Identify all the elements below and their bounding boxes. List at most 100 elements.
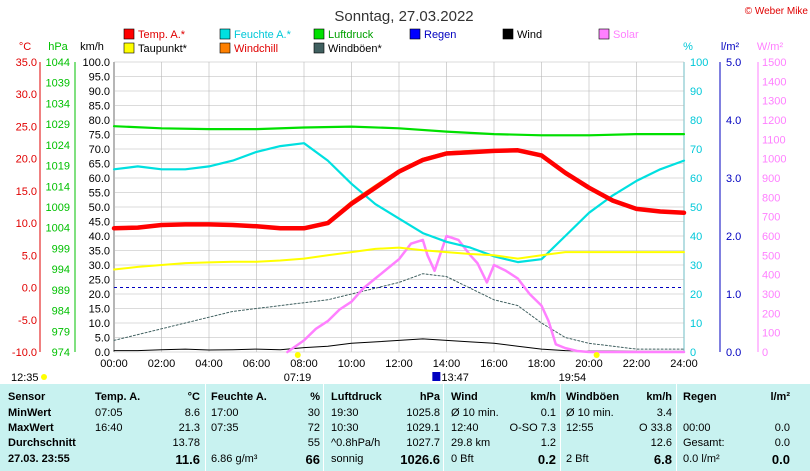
table-cell-value: O 33.8 [638, 422, 672, 434]
now-dot [41, 374, 47, 380]
table-cell-value: 66 [305, 452, 320, 467]
tick-pct: 10 [690, 318, 702, 330]
row-label: MaxWert [8, 422, 54, 434]
tick-pct: 20 [690, 289, 702, 301]
table-cell-value: 21.3 [178, 422, 200, 434]
table-header-5: Windböen [566, 391, 620, 403]
series-line-solar [286, 234, 686, 354]
tick-temp: -10.0 [12, 347, 37, 359]
tick-wm2: 900 [762, 173, 780, 185]
table-cell-label: 29.8 km [451, 437, 491, 449]
table-header-0: Sensor [8, 391, 46, 403]
stats-table: Sensor Temp. A. °C Feuchte A.% Luftdruck hPa W… [0, 384, 810, 471]
tick-lm2: 3.0 [726, 173, 741, 185]
sunrise-dot [294, 352, 301, 358]
chart-title: Sonntag, 27.03.2022 [334, 8, 473, 25]
table-cell-label: 16:40 [95, 422, 123, 434]
tick-temp: 0.0 [22, 283, 37, 295]
legend-swatch [123, 28, 135, 40]
tick-lm2: 4.0 [726, 115, 741, 127]
table-cell-label: 07:05 [95, 407, 123, 419]
row-label: 27.03. 23:55 [8, 453, 70, 465]
tick-hpa: 1019 [46, 161, 70, 173]
tick-wm2: 1000 [762, 154, 786, 166]
table-cell-label: 12:55 [566, 422, 594, 434]
x-tick-label: 02:00 [148, 358, 176, 370]
tick-pct: 50 [690, 202, 702, 214]
tick-wm2: 1200 [762, 115, 786, 127]
tick-temp: 5.0 [22, 250, 37, 262]
table-cell-label: ^0.8hPa/h [331, 437, 381, 449]
table-cell-value: O-SO 7.3 [509, 422, 556, 434]
series-line-feuchte-a [112, 142, 686, 264]
table-cell-value: 1025.8 [406, 407, 440, 419]
tick-hpa: 979 [52, 326, 70, 338]
series-layer [111, 125, 687, 354]
series-line-temp-a [111, 148, 687, 231]
table-cell-label: sonnig [331, 453, 364, 465]
noon-marker [432, 372, 441, 381]
tick-lm2: 2.0 [726, 231, 741, 243]
x-tick-label: 20:00 [575, 358, 603, 370]
tick-wm2: 1500 [762, 57, 786, 69]
table-cell-label: Gesamt: [683, 437, 725, 449]
tick-kmh: 60.0 [89, 173, 110, 185]
table-cell-value: 8.6 [184, 407, 200, 419]
table-cell-label: 12:40 [451, 422, 479, 434]
tick-pct: 90 [690, 86, 702, 98]
series-line-luftdruck [112, 125, 686, 137]
tick-hpa: 1044 [46, 57, 70, 69]
tick-kmh: 90.0 [89, 86, 110, 98]
tick-wm2: 400 [762, 270, 780, 282]
tick-kmh: 35.0 [89, 246, 110, 258]
table-cell-value: 72 [307, 422, 320, 434]
x-tick-label: 18:00 [528, 358, 556, 370]
table-cell-value: 12.6 [650, 437, 672, 449]
tick-hpa: 994 [52, 264, 70, 276]
table-header-unit-1: °C [187, 391, 200, 403]
x-tick-label: 04:00 [195, 358, 223, 370]
tick-kmh: 55.0 [89, 188, 110, 200]
tick-pct: 60 [690, 173, 702, 185]
table-header-unit-5: km/h [646, 391, 672, 403]
table-header-unit-2: % [310, 391, 320, 403]
tick-temp: 10.0 [16, 218, 37, 230]
legend-swatch [219, 42, 231, 54]
table-divider [676, 384, 677, 471]
tick-hpa: 1039 [46, 78, 70, 90]
tick-hpa: 1029 [46, 119, 70, 131]
tick-wm2: 600 [762, 231, 780, 243]
table-cell-value: 0.1 [540, 407, 556, 419]
tick-hpa: 1004 [46, 223, 70, 235]
x-tick-label: 22:00 [623, 358, 651, 370]
tick-lm2: 5.0 [726, 57, 741, 69]
table-cell-label: 07:35 [211, 422, 239, 434]
axis-unit-temp: °C [19, 41, 31, 53]
table-cell-value: 3.4 [656, 407, 672, 419]
table-divider [323, 384, 324, 471]
tick-kmh: 15.0 [89, 304, 110, 316]
tick-wm2: 200 [762, 308, 780, 320]
sunset-label: 19:54 [559, 372, 587, 384]
table-header-3: Luftdruck [331, 391, 382, 403]
tick-kmh: 75.0 [89, 130, 110, 142]
x-tick-label: 14:00 [433, 358, 461, 370]
table-cell-value: 11.6 [175, 452, 200, 467]
tick-kmh: 65.0 [89, 159, 110, 171]
table-divider [560, 384, 561, 471]
tick-kmh: 70.0 [89, 144, 110, 156]
table-cell-label: 00:00 [683, 422, 711, 434]
table-header-6: Regen [683, 391, 717, 403]
tick-pct: 40 [690, 231, 702, 243]
tick-lm2: 0.0 [726, 347, 741, 359]
table-header-4: Wind [451, 391, 478, 403]
table-header-unit-3: hPa [419, 391, 440, 403]
sunrise-label: 07:19 [284, 372, 312, 384]
legend-swatch [313, 28, 325, 40]
tick-kmh: 0.0 [95, 347, 110, 359]
tick-hpa: 989 [52, 285, 70, 297]
credit-text: © Weber Mike [745, 6, 809, 17]
legend-swatch [409, 28, 421, 40]
table-cell-label: Ø 10 min. [566, 407, 614, 419]
table-header-unit-6: l/m² [770, 391, 790, 403]
